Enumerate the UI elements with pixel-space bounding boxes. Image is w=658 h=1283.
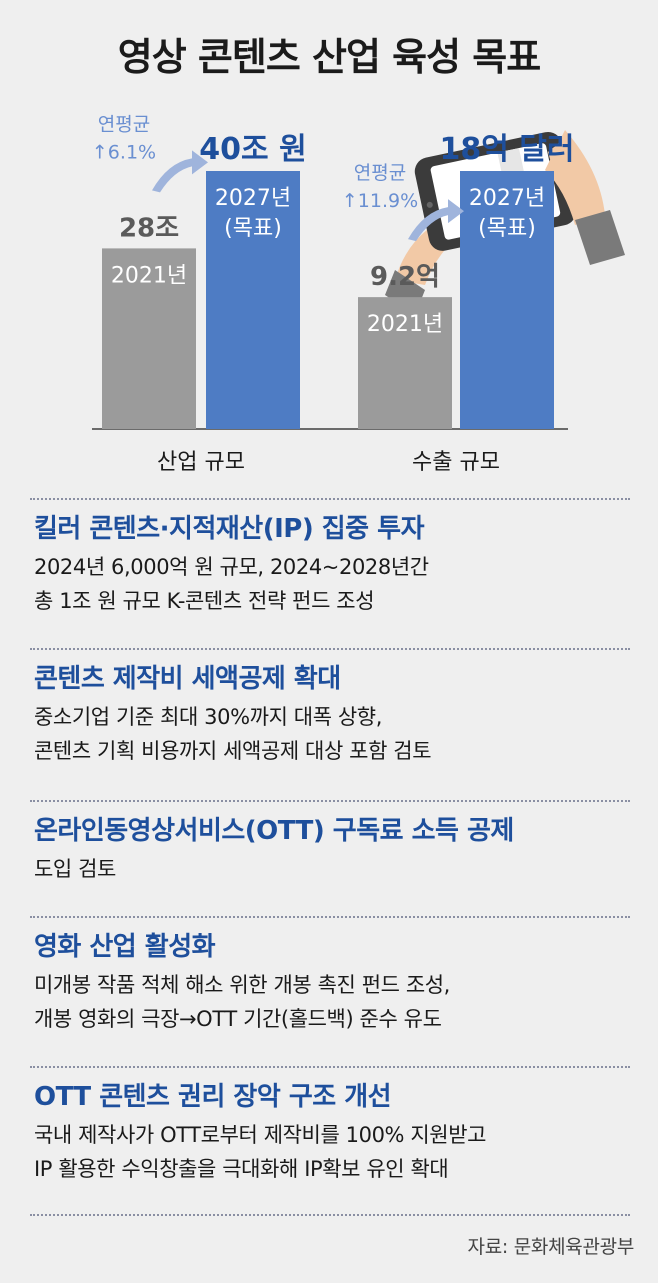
growth-arrow-icon	[408, 199, 464, 242]
section-text: 중소기업 기준 최대 30%까지 대폭 상향,	[34, 705, 383, 729]
chart-group-industry: 28조 40조 원 2021년 2027년 (목표) 연평균 ↑6.1% 산업 …	[92, 113, 307, 475]
growth-rate-export: ↑11.9%	[342, 190, 418, 212]
section-ott-rights: OTT 콘텐츠 권리 장악 구조 개선 국내 제작사가 OTT로부터 제작비를 …	[34, 1080, 634, 1186]
category-label-export: 수출 규모	[412, 450, 500, 475]
source-note: 자료: 문화체육관광부	[467, 1236, 635, 1258]
divider	[30, 648, 630, 650]
divider	[30, 916, 630, 918]
section-text: 2024년 6,000억 원 규모, 2024~2028년간	[34, 555, 429, 579]
section-film-industry: 영화 산업 활성화 미개봉 작품 적체 해소 위한 개봉 촉진 펀드 조성, 개…	[34, 930, 634, 1036]
bar-export-2027	[460, 171, 554, 429]
section-killer-content: 킬러 콘텐츠·지적재산(IP) 집중 투자 2024년 6,000억 원 규모,…	[34, 512, 634, 618]
value-label-industry-2027: 40조 원	[199, 132, 306, 167]
growth-label-industry: 연평균	[98, 113, 150, 135]
divider	[30, 1214, 630, 1216]
growth-label-export: 연평균	[354, 162, 406, 184]
section-tax-credit: 콘텐츠 제작비 세액공제 확대 중소기업 기준 최대 30%까지 대폭 상향, …	[34, 662, 634, 768]
value-label-export-2027: 18억 달러	[440, 132, 575, 167]
section-title: OTT 콘텐츠 권리 장악 구조 개선	[34, 1082, 392, 1112]
section-text: 개봉 영화의 극장→OTT 기간(홀드백) 준수 유도	[34, 1007, 442, 1031]
year-label-export-2027: 2027년	[469, 186, 545, 211]
bar-export-2021	[358, 297, 452, 429]
section-text: 도입 검토	[34, 857, 116, 881]
category-label-industry: 산업 규모	[157, 450, 245, 475]
divider	[30, 800, 630, 802]
page-title: 영상 콘텐츠 산업 육성 목표	[117, 35, 541, 79]
bar-chart: 28조 40조 원 2021년 2027년 (목표) 연평균 ↑6.1% 산업 …	[92, 113, 625, 475]
year-label-industry-2027: 2027년	[215, 186, 291, 211]
bar-industry-2021	[102, 248, 196, 429]
section-text: 미개봉 작품 적체 해소 위한 개봉 촉진 펀드 조성,	[34, 973, 450, 997]
section-title: 콘텐츠 제작비 세액공제 확대	[34, 664, 341, 694]
divider	[30, 498, 630, 500]
section-text: 국내 제작사가 OTT로부터 제작비를 100% 지원받고	[34, 1123, 487, 1147]
value-label-export-2021: 9.2억	[370, 262, 440, 292]
growth-rate-industry: ↑6.1%	[92, 141, 156, 163]
chart-group-export: 9.2억 18억 달러 2021년 2027년 (목표) 연평균 ↑11.9% …	[342, 132, 575, 475]
section-text: IP 활용한 수익창출을 극대화해 IP확보 유인 확대	[34, 1157, 449, 1181]
bar-industry-2027	[206, 171, 300, 429]
section-title: 킬러 콘텐츠·지적재산(IP) 집중 투자	[34, 514, 425, 544]
growth-arrow-icon	[152, 150, 208, 193]
divider	[30, 1066, 630, 1068]
section-title: 영화 산업 활성화	[34, 932, 216, 962]
year-label-industry-2021: 2021년	[111, 263, 187, 288]
section-ott-deduction: 온라인동영상서비스(OTT) 구독료 소득 공제 도입 검토	[34, 814, 634, 886]
note-label-industry-2027: (목표)	[224, 216, 282, 241]
note-label-export-2027: (목표)	[478, 216, 536, 241]
section-text: 콘텐츠 기획 비용까지 세액공제 대상 포함 검토	[34, 739, 432, 763]
section-title: 온라인동영상서비스(OTT) 구독료 소득 공제	[34, 816, 514, 846]
section-text: 총 1조 원 규모 K-콘텐츠 전략 펀드 조성	[34, 589, 375, 613]
value-label-industry-2021: 28조	[119, 213, 179, 243]
year-label-export-2021: 2021년	[367, 312, 443, 337]
